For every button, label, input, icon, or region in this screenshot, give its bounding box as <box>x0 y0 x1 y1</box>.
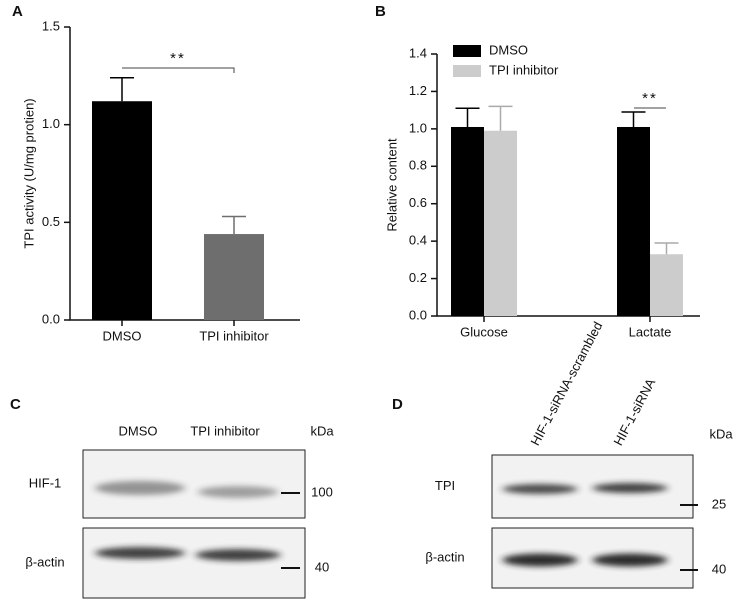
y-tick-label: 0.6 <box>409 195 427 210</box>
row-label: β-actin <box>425 549 464 564</box>
blot-band <box>502 553 578 567</box>
error-bar <box>621 111 646 127</box>
error-bar <box>222 215 246 235</box>
y-tick-label: 0.2 <box>409 270 427 285</box>
y-tick-label: 1.5 <box>42 18 60 33</box>
y-tick-label: 1.4 <box>409 45 427 60</box>
blot-band <box>592 483 668 493</box>
blot-band <box>95 547 185 559</box>
row-label: TPI <box>435 478 455 493</box>
column-label: HIF-1-siRNA <box>610 376 658 448</box>
bar <box>650 254 683 316</box>
x-tick-label: DMSO <box>103 328 142 343</box>
column-label: HIF-1-siRNA-scrambled <box>527 319 605 448</box>
column-label: DMSO <box>119 423 158 438</box>
marker-label: 40 <box>315 559 329 574</box>
y-axis-title: TPI activity (U/mg protien) <box>21 98 36 248</box>
unit-label: kDa <box>310 423 334 438</box>
panel-label: B <box>375 3 386 20</box>
blot-band <box>198 486 278 498</box>
error-bar <box>654 242 679 255</box>
blot-band <box>195 549 281 561</box>
y-tick-label: 0.0 <box>409 307 427 322</box>
bar <box>204 234 264 320</box>
y-tick-label: 0.5 <box>42 214 60 229</box>
blot-band <box>95 481 185 495</box>
bar <box>92 101 152 320</box>
y-tick-label: 0.0 <box>42 311 60 326</box>
row-label: β-actin <box>25 554 64 569</box>
bar <box>451 126 484 316</box>
panel-label: C <box>10 396 21 413</box>
error-bar <box>110 77 134 102</box>
row-label: HIF-1 <box>29 475 62 490</box>
blot-band <box>502 484 578 494</box>
y-axis-title: Relative content <box>384 138 399 232</box>
error-bar <box>455 107 480 127</box>
marker-label: 25 <box>712 496 726 511</box>
panel-label: D <box>392 396 403 413</box>
marker-label: 40 <box>712 561 726 576</box>
significance-bracket <box>122 67 235 73</box>
bar <box>484 130 517 316</box>
y-tick-label: 1.2 <box>409 83 427 98</box>
x-tick-label: Lactate <box>629 324 672 339</box>
y-tick-label: 0.8 <box>409 158 427 173</box>
legend-label: TPI inhibitor <box>489 62 559 77</box>
x-tick-label: TPI inhibitor <box>199 328 269 343</box>
significance-label: ** <box>642 90 658 107</box>
legend-label: DMSO <box>489 42 528 57</box>
error-bar <box>488 105 513 131</box>
y-tick-label: 1.0 <box>409 120 427 135</box>
significance-label: ** <box>170 50 186 67</box>
column-label: TPI inhibitor <box>190 423 260 438</box>
panel-label: A <box>12 3 23 20</box>
y-tick-label: 0.4 <box>409 233 427 248</box>
x-tick-label: Glucose <box>460 324 508 339</box>
unit-label: kDa <box>709 426 733 441</box>
marker-label: 100 <box>311 484 333 499</box>
legend-swatch <box>453 45 481 57</box>
bar <box>617 126 650 316</box>
blot-box <box>82 527 306 599</box>
blot-band <box>592 553 668 567</box>
y-tick-label: 1.0 <box>42 116 60 131</box>
legend-swatch <box>453 65 481 77</box>
